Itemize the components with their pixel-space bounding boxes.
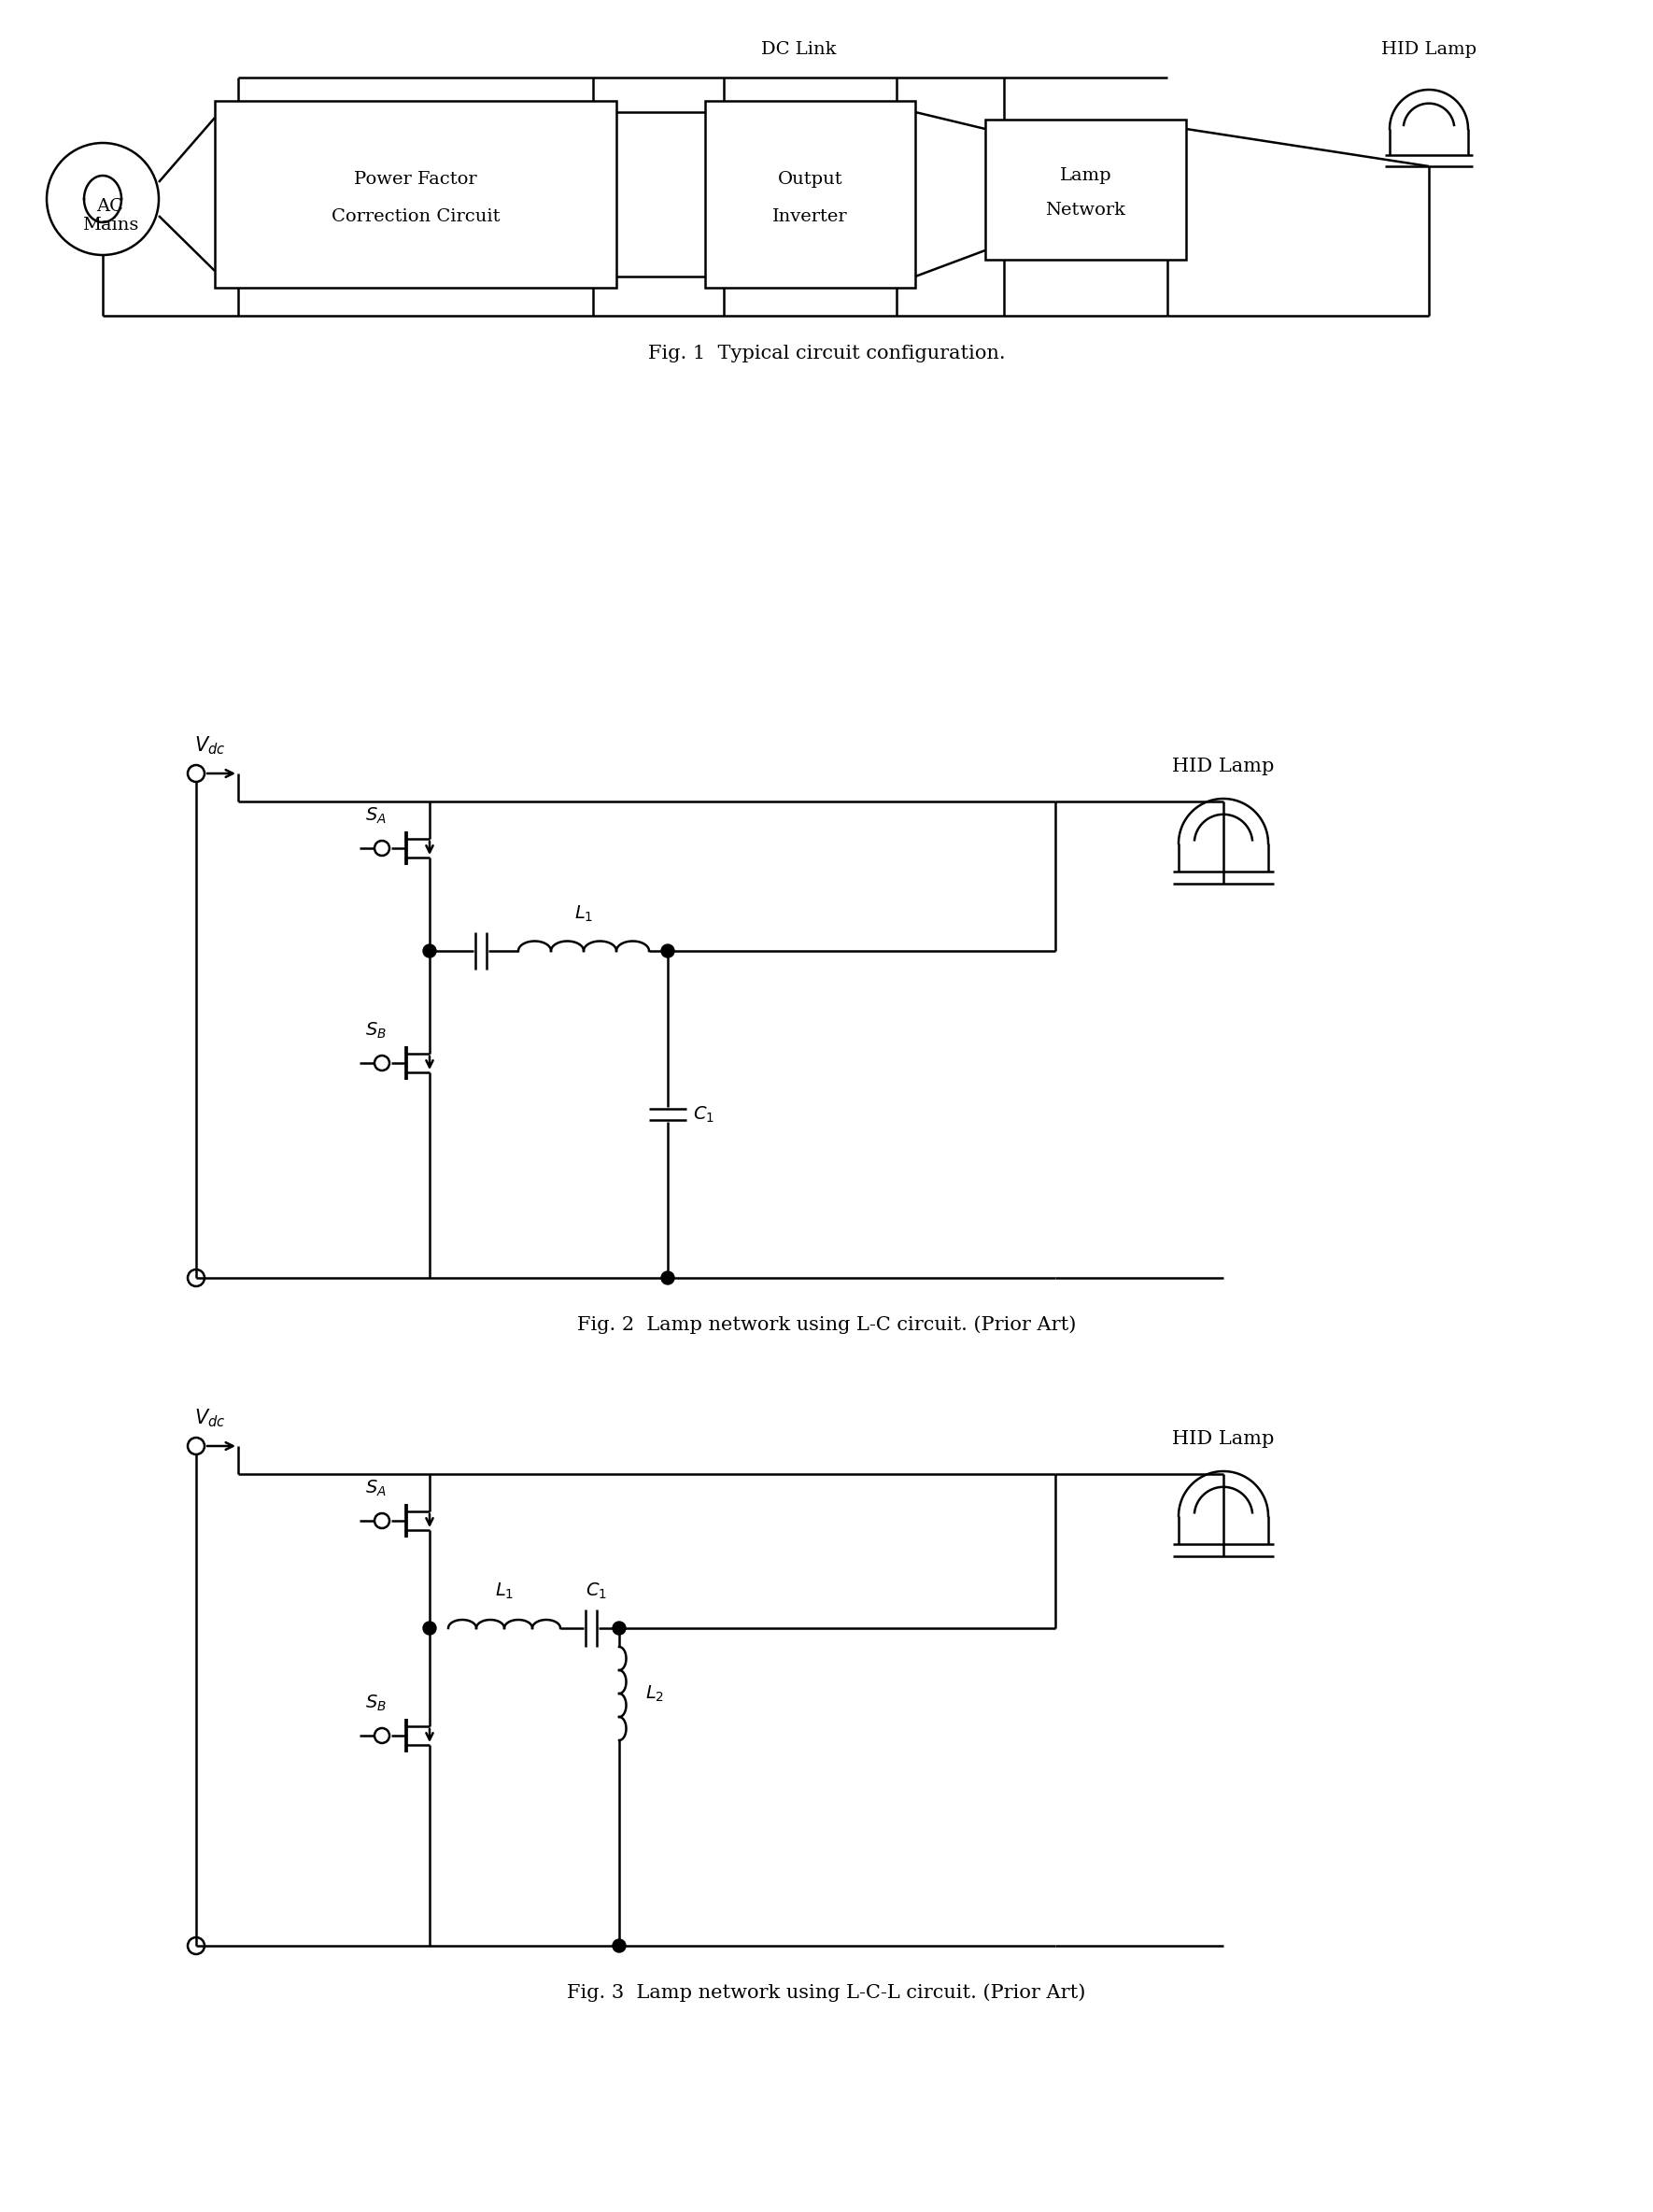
Circle shape (423, 945, 436, 958)
Text: Power Factor: Power Factor (354, 170, 478, 188)
Text: Fig. 1  Typical circuit configuration.: Fig. 1 Typical circuit configuration. (648, 345, 1005, 363)
Text: Lamp: Lamp (1060, 168, 1111, 184)
Text: Correction Circuit: Correction Circuit (331, 208, 499, 226)
Text: HID Lamp: HID Lamp (1382, 42, 1476, 58)
Bar (215, 102, 617, 288)
Text: Fig. 3  Lamp network using L-C-L circuit. (Prior Art): Fig. 3 Lamp network using L-C-L circuit.… (567, 1984, 1086, 2002)
Text: $S_B$: $S_B$ (365, 1020, 387, 1040)
Text: DC Link: DC Link (760, 42, 836, 58)
Text: AC: AC (96, 199, 124, 215)
Text: $S_B$: $S_B$ (365, 1692, 387, 1712)
Text: Output: Output (777, 170, 843, 188)
Text: Fig. 2  Lamp network using L-C circuit. (Prior Art): Fig. 2 Lamp network using L-C circuit. (… (577, 1316, 1076, 1334)
Text: $S_A$: $S_A$ (365, 805, 387, 825)
Text: $L_1$: $L_1$ (574, 905, 593, 925)
Text: $V_{dc}$: $V_{dc}$ (195, 1407, 226, 1429)
Text: $L_2$: $L_2$ (645, 1683, 665, 1703)
Circle shape (423, 1621, 436, 1635)
Circle shape (661, 945, 674, 958)
Text: $C_1$: $C_1$ (585, 1582, 607, 1601)
Text: HID Lamp: HID Lamp (1172, 757, 1274, 774)
Text: Inverter: Inverter (772, 208, 848, 226)
Text: $C_1$: $C_1$ (693, 1104, 714, 1124)
Text: $L_1$: $L_1$ (494, 1582, 514, 1601)
Text: Network: Network (1045, 201, 1126, 219)
Circle shape (613, 1621, 626, 1635)
Circle shape (613, 1940, 626, 1953)
Bar (706, 102, 916, 288)
Bar (985, 119, 1187, 259)
Text: Mains: Mains (83, 217, 139, 234)
Text: $S_A$: $S_A$ (365, 1478, 387, 1498)
Text: HID Lamp: HID Lamp (1172, 1429, 1274, 1447)
Text: $V_{dc}$: $V_{dc}$ (195, 734, 226, 757)
Circle shape (661, 1272, 674, 1285)
